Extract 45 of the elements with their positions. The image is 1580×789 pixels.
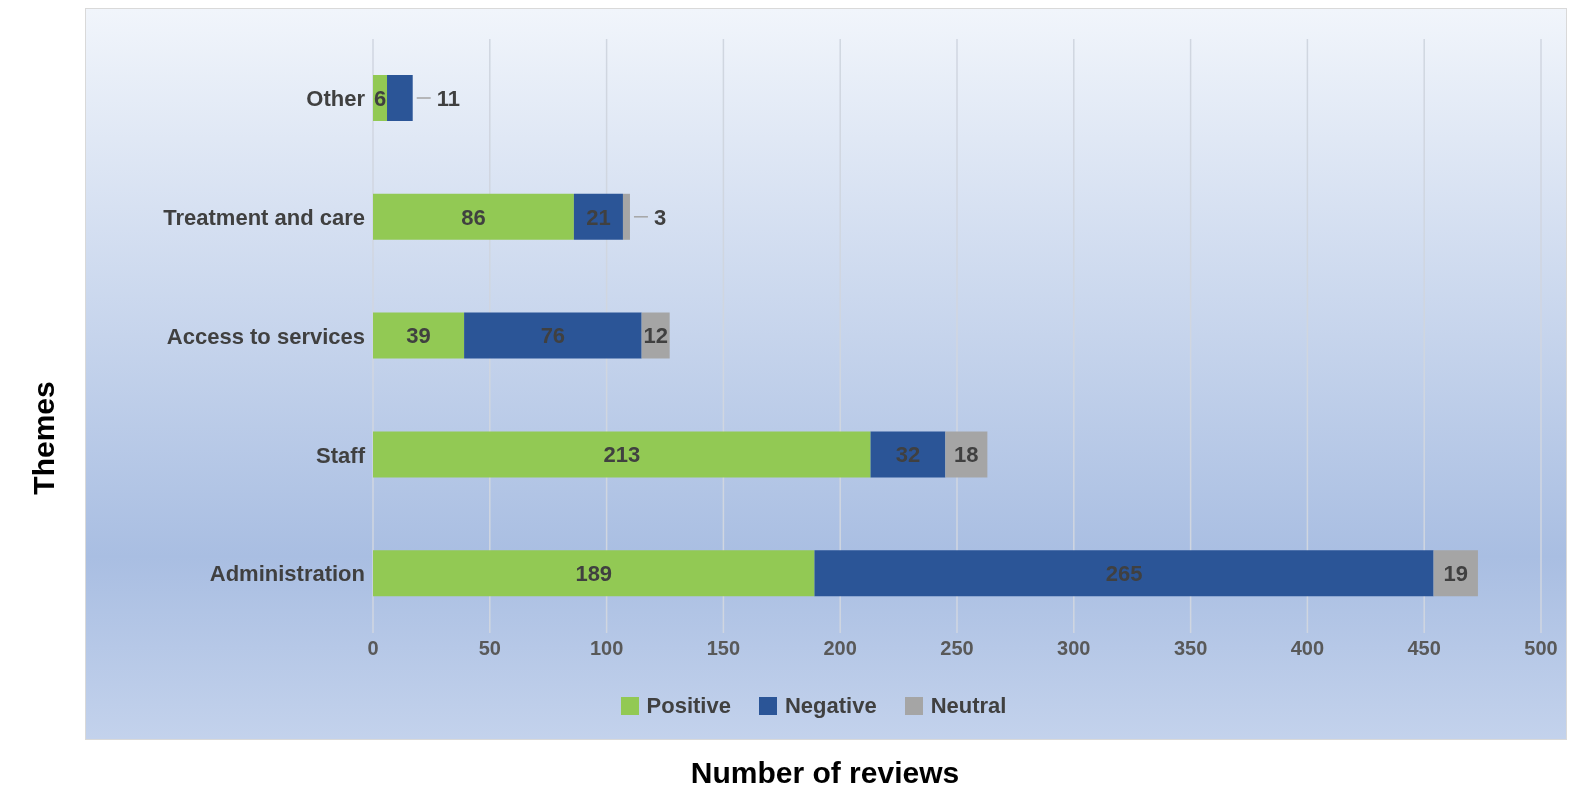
bar [814, 550, 1434, 597]
bar [373, 431, 871, 478]
x-tick-label: 400 [1290, 637, 1325, 660]
data-label: 265 [1105, 560, 1143, 586]
x-tick-label: 250 [940, 637, 974, 660]
data-label: 32 [895, 442, 921, 468]
data-label: 213 [603, 442, 641, 468]
y-tick-label: Other [306, 86, 366, 112]
x-tick-label: 50 [478, 637, 501, 660]
data-label: 19 [1443, 560, 1468, 586]
y-tick-label: Access to services [166, 323, 365, 349]
bar [573, 193, 623, 240]
x-tick-label: 500 [1524, 637, 1558, 660]
bar [622, 193, 630, 240]
data-label: 18 [954, 442, 979, 468]
data-label: 39 [406, 323, 431, 349]
data-label: 86 [461, 204, 486, 230]
x-tick-label: 0 [367, 637, 379, 660]
legend-label: Positive [645, 693, 731, 719]
bar [373, 550, 815, 597]
data-label: 189 [575, 560, 613, 586]
bar [387, 75, 413, 121]
x-tick-label: 150 [706, 637, 741, 660]
data-label: 76 [540, 323, 566, 349]
legend-label: Negative [783, 693, 877, 719]
legend-label: Neutral [929, 693, 1007, 719]
bar [373, 193, 574, 240]
data-label: 12 [643, 323, 668, 349]
data-label: 6 [373, 85, 387, 111]
data-label: 3 [653, 204, 667, 230]
x-tick-label: 350 [1173, 637, 1208, 660]
data-label: 11 [436, 85, 460, 111]
x-tick-label: 450 [1407, 637, 1441, 660]
bar [464, 312, 642, 359]
data-label: 21 [586, 204, 611, 230]
bar [373, 312, 465, 359]
y-axis-title: Themes [27, 381, 61, 495]
x-axis-title: Number of reviews [689, 756, 961, 789]
x-tick-label: 100 [589, 637, 624, 660]
x-tick-label: 200 [823, 637, 857, 660]
bar [870, 431, 946, 478]
y-tick-label: Staff [316, 442, 366, 468]
x-tick-label: 300 [1057, 637, 1091, 660]
y-tick-label: Administration [209, 561, 365, 587]
y-tick-label: Treatment and care [163, 205, 365, 231]
